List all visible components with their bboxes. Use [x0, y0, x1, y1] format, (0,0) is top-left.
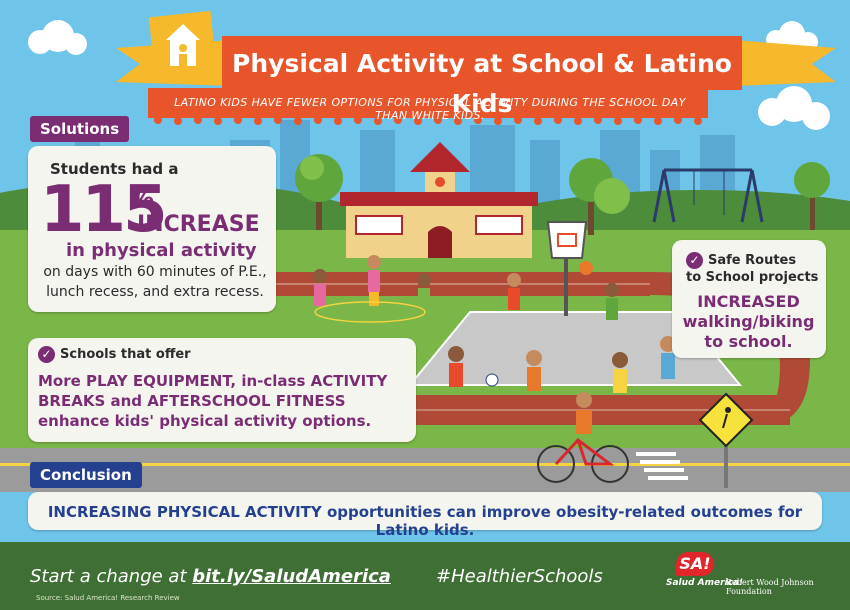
safe-routes-body2: walking/biking — [682, 312, 815, 331]
solutions-card — [28, 146, 276, 312]
solutions-intro: Students had a — [50, 160, 179, 178]
stat-detail-line2: lunch recess, and extra recess. — [46, 284, 264, 300]
rwjf-logo: Robert Wood Johnson Foundation — [726, 578, 814, 596]
swing-set-icon — [652, 168, 764, 223]
safe-routes-body3: to school. — [704, 332, 793, 351]
banner-title: Physical Activity at School & Latino Kid… — [232, 49, 732, 118]
school-building — [340, 142, 538, 258]
conclusion-tab: Conclusion — [30, 462, 142, 488]
salud-america-logo: SA! — [676, 552, 714, 576]
footer-hashtag: #HealthierSchools — [436, 566, 603, 587]
conclusion-card — [28, 492, 822, 530]
conclusion-text: INCREASING PHYSICAL ACTIVITY opportuniti… — [47, 503, 803, 539]
check-icon: ✓ — [38, 346, 55, 363]
offer-line3: enhance kids' physical activity options. — [38, 412, 372, 430]
footer-link[interactable]: bit.ly/SaludAmerica — [192, 566, 391, 587]
stat-line: in physical activity — [66, 240, 257, 261]
offer-line1: More PLAY EQUIPMENT, in-class ACTIVITY — [38, 372, 388, 390]
safe-routes-heading2: to School projects — [686, 270, 819, 285]
offer-line2: BREAKS and AFTERSCHOOL FITNESS — [38, 392, 346, 410]
offer-card — [28, 338, 416, 442]
offer-heading-text: Schools that offer — [60, 347, 191, 362]
stat-detail-line1: on days with 60 minutes of P.E., — [43, 264, 267, 280]
stat-percent: % — [130, 184, 155, 212]
footer-cta-prefix: Start a change at — [30, 566, 193, 587]
bicycle — [537, 437, 629, 483]
stat-word: INCREASE — [137, 212, 260, 237]
banner-subtitle: LATINO KIDS HAVE FEWER OPTIONS FOR PHYSI… — [174, 96, 686, 122]
footer-source: Source: Salud America! Research Review — [36, 594, 180, 602]
footer-call-to-action: Start a change at bit.ly/SaludAmerica — [30, 566, 391, 587]
safe-routes-heading-text: Safe Routes — [708, 253, 797, 268]
safe-routes-heading: ✓ Safe Routes — [686, 252, 796, 269]
stat-number: 115 — [40, 173, 168, 247]
basketball-hoop-icon — [546, 221, 593, 316]
check-icon: ✓ — [686, 252, 703, 269]
title-banner — [116, 36, 836, 125]
pedestrian-sign-icon — [698, 392, 754, 488]
salud-america-name: Salud America! — [666, 578, 744, 588]
solutions-tab: Solutions — [30, 116, 130, 142]
school-logo-icon — [148, 10, 218, 82]
safe-routes-body1: INCREASED — [697, 292, 800, 311]
offer-heading: ✓ Schools that offer — [38, 346, 191, 363]
